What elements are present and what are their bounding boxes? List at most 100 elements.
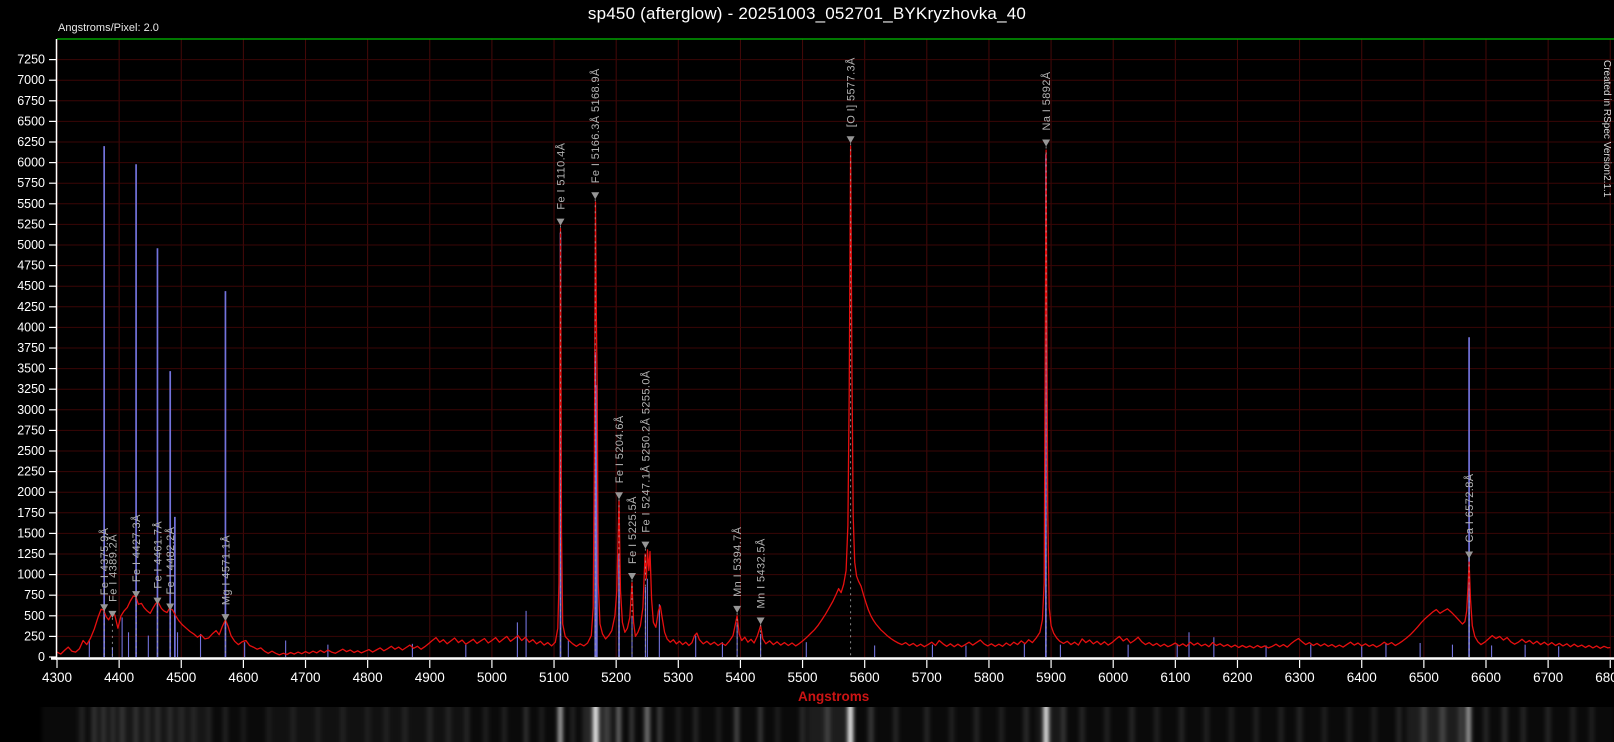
strip-emission-line bbox=[824, 707, 830, 742]
strip-emission-line bbox=[1129, 707, 1135, 742]
y-axis-tick-label: 6250 bbox=[17, 135, 45, 149]
spectrum-strip-image bbox=[42, 707, 1614, 742]
x-axis-tick-label: 5900 bbox=[1036, 670, 1066, 685]
line-marker-icon bbox=[628, 572, 637, 580]
strip-emission-line bbox=[1570, 707, 1576, 742]
x-axis-tick-label: 4700 bbox=[290, 670, 320, 685]
x-axis-tick-label: 6200 bbox=[1222, 670, 1252, 685]
y-axis-tick-label: 3500 bbox=[17, 362, 45, 376]
x-axis-tick-label: 5400 bbox=[725, 670, 755, 685]
line-marker-icon bbox=[153, 597, 162, 605]
x-axis-tick-label: 5000 bbox=[477, 670, 507, 685]
line-marker-icon bbox=[846, 136, 855, 144]
line-label: Fe I 5204.6Å bbox=[613, 415, 626, 483]
strip-emission-line bbox=[974, 707, 980, 742]
strip-emission-line bbox=[1104, 707, 1110, 742]
strip-emission-line bbox=[734, 707, 739, 742]
x-axis-tick-label: 4500 bbox=[166, 670, 196, 685]
y-axis-tick-label: 1250 bbox=[17, 547, 45, 561]
strip-emission-line bbox=[1483, 707, 1489, 742]
y-axis-tick-label: 2750 bbox=[17, 423, 45, 437]
strip-emission-line bbox=[1439, 707, 1446, 742]
line-marker-icon bbox=[1465, 551, 1474, 559]
strip-emission-line bbox=[1228, 707, 1234, 742]
strip-emission-line bbox=[144, 707, 150, 742]
x-axis-tick-label: 6300 bbox=[1285, 670, 1315, 685]
strip-emission-line bbox=[1079, 707, 1085, 742]
strip-emission-line bbox=[1396, 707, 1402, 742]
line-marker-icon bbox=[615, 492, 624, 500]
line-marker-icon bbox=[756, 617, 765, 625]
strip-emission-line bbox=[365, 707, 371, 742]
watermark-version-label: Created in RSpec Version2.1.1 bbox=[1601, 60, 1612, 198]
strip-emission-line bbox=[800, 707, 806, 742]
strip-emission-line bbox=[1420, 707, 1427, 742]
line-label: Na I 5892Å bbox=[1040, 71, 1053, 130]
y-axis-tick-label: 6500 bbox=[17, 114, 45, 128]
line-marker-icon bbox=[733, 605, 742, 613]
y-axis-tick-label: 5250 bbox=[17, 217, 45, 231]
strip-emission-line bbox=[1179, 707, 1185, 742]
strip-emission-line bbox=[383, 707, 389, 742]
strip-emission-line bbox=[178, 707, 185, 742]
line-marker-icon bbox=[591, 192, 600, 200]
line-marker-icon bbox=[100, 604, 109, 612]
line-label: Fe I 4375.9Å bbox=[98, 527, 111, 595]
line-label: Fe I 4427.3Å bbox=[130, 514, 143, 582]
strip-emission-line bbox=[501, 707, 507, 742]
strip-emission-line bbox=[402, 707, 408, 742]
y-axis-tick-label: 500 bbox=[24, 609, 45, 623]
strip-emission-line bbox=[1466, 707, 1471, 742]
strip-emission-line bbox=[445, 707, 451, 742]
strip-emission-line bbox=[119, 707, 125, 742]
strip-emission-line bbox=[1297, 707, 1303, 742]
line-label: [O I] 5577.3Å bbox=[844, 57, 857, 127]
strip-emission-line bbox=[155, 707, 160, 742]
strip-emission-line bbox=[101, 707, 106, 742]
strip-emission-line bbox=[570, 707, 575, 742]
y-axis-tick-label: 2250 bbox=[17, 465, 45, 479]
line-marker-icon bbox=[132, 591, 141, 599]
strip-emission-line bbox=[315, 707, 321, 742]
strip-emission-line bbox=[265, 707, 271, 742]
strip-emission-line bbox=[630, 707, 634, 742]
strip-emission-line bbox=[758, 707, 763, 742]
strip-emission-line bbox=[206, 707, 212, 742]
strip-emission-line bbox=[693, 707, 698, 742]
strip-emission-line bbox=[1203, 707, 1209, 742]
strip-emission-line bbox=[616, 707, 621, 742]
y-axis-tick-label: 3250 bbox=[17, 382, 45, 396]
line-label: Mn I 5432.5Å bbox=[755, 538, 768, 608]
line-label: Fe I 4482.2Å bbox=[164, 526, 177, 594]
y-axis-tick-label: 2000 bbox=[17, 485, 45, 499]
x-axis-tick-label: 4600 bbox=[228, 670, 258, 685]
strip-emission-line bbox=[427, 707, 433, 742]
y-axis-tick-label: 5000 bbox=[17, 238, 45, 252]
y-axis-tick-label: 5500 bbox=[17, 197, 45, 211]
x-axis-tick-label: 6700 bbox=[1533, 670, 1563, 685]
x-axis-title: Angstroms bbox=[798, 689, 869, 704]
y-axis-tick-label: 7250 bbox=[17, 53, 45, 67]
line-label: Fe I 4461.7Å bbox=[151, 521, 164, 589]
strip-emission-line bbox=[998, 707, 1004, 742]
y-axis-tick-label: 1000 bbox=[17, 568, 45, 582]
line-marker-icon bbox=[221, 614, 230, 622]
strip-emission-line bbox=[1589, 707, 1595, 742]
x-axis-tick-label: 4400 bbox=[104, 670, 134, 685]
line-marker-icon bbox=[556, 218, 565, 226]
x-axis-tick-label: 6500 bbox=[1409, 670, 1439, 685]
strip-emission-line bbox=[191, 707, 197, 742]
strip-emission-line bbox=[1458, 707, 1464, 742]
strip-emission-line bbox=[539, 707, 544, 742]
line-marker-icon bbox=[108, 610, 117, 618]
x-axis-tick-label: 6800 bbox=[1595, 670, 1614, 685]
strip-emission-line bbox=[1346, 707, 1352, 742]
line-marker-icon bbox=[166, 603, 175, 611]
x-axis-tick-label: 5100 bbox=[539, 670, 569, 685]
y-axis-tick-label: 4750 bbox=[17, 259, 45, 273]
y-axis-tick-label: 250 bbox=[24, 629, 45, 643]
strip-emission-line bbox=[240, 707, 246, 742]
line-label: Fe I 5247.1Å 5250.2Å 5255.0Å bbox=[639, 370, 652, 533]
strip-band bbox=[1036, 707, 1067, 742]
